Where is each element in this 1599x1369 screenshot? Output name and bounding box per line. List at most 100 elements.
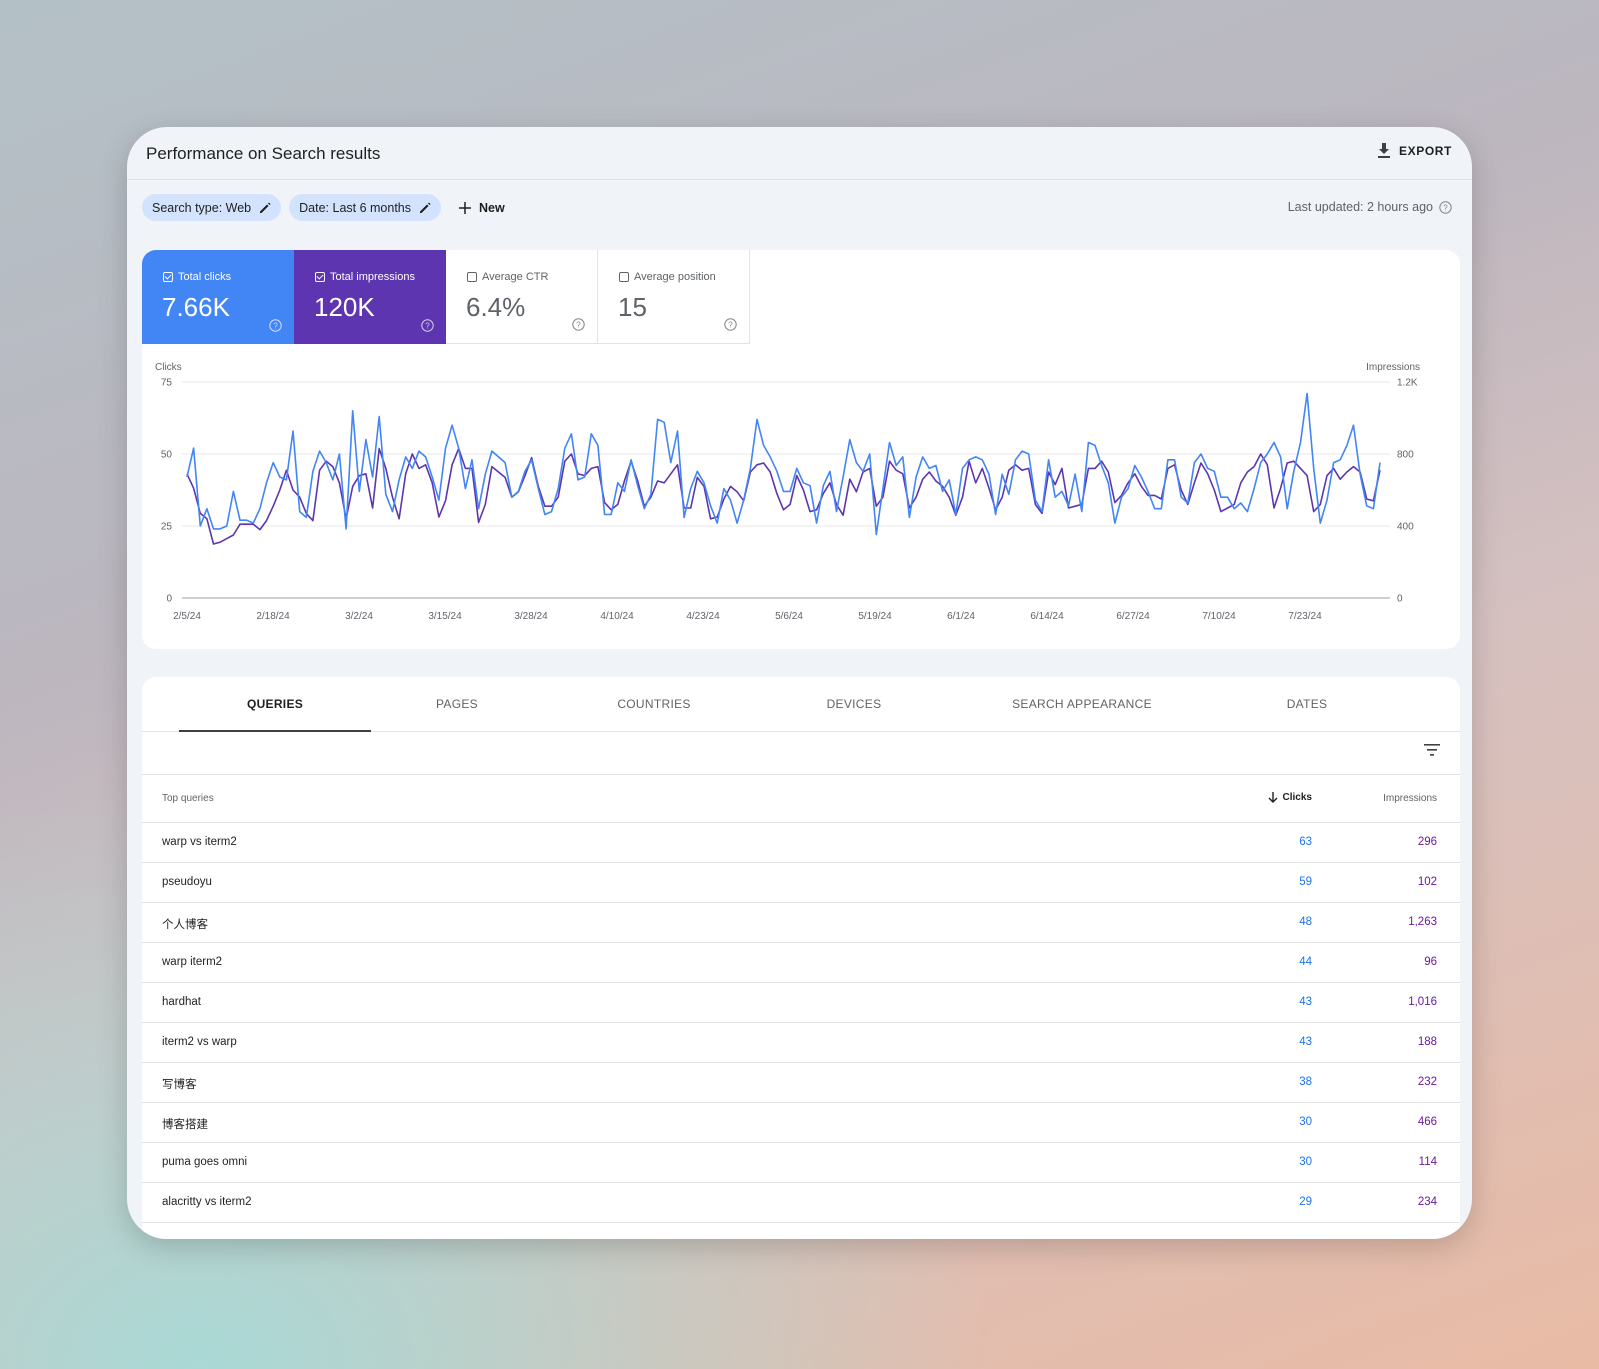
impressions-cell: 234 (1417, 1196, 1437, 1208)
plus-icon (459, 201, 472, 214)
search-type-chip[interactable]: Search type: Web (142, 194, 282, 221)
metric-total-impressions[interactable]: Total impressions 120K ? (294, 250, 446, 344)
metric-average-position[interactable]: Average position 15 ? (598, 250, 750, 344)
column-header-clicks-label: Clicks (1282, 792, 1312, 803)
tab-devices[interactable]: DEVICES (826, 697, 882, 711)
x-tick-label: 3/15/24 (428, 611, 462, 622)
export-button[interactable]: EXPORT (1377, 143, 1452, 159)
filter-icon[interactable] (1424, 743, 1440, 757)
y-right-tick-label: 1.2K (1397, 378, 1418, 389)
query-cell: hardhat (162, 996, 202, 1008)
metric-label: Total clicks (178, 271, 232, 283)
clicks-cell: 59 (1299, 876, 1312, 888)
performance-chart-card: Total clicks 7.66K ? Total impressions 1… (142, 250, 1460, 649)
tab-pages[interactable]: PAGES (436, 697, 478, 711)
x-tick-label: 3/28/24 (514, 611, 548, 622)
tab-countries[interactable]: COUNTRIES (617, 697, 691, 711)
clicks-cell: 30 (1299, 1116, 1312, 1128)
metric-label: Average CTR (482, 271, 549, 283)
help-icon[interactable]: ? (724, 318, 737, 331)
column-header-clicks[interactable]: Clicks (1268, 792, 1312, 803)
y-right-tick-label: 400 (1397, 522, 1414, 533)
svg-text:?: ? (425, 322, 430, 331)
svg-text:?: ? (576, 321, 581, 330)
clicks-cell: 63 (1299, 836, 1312, 848)
search-type-label: Search type: Web (152, 200, 252, 215)
tab-search-appearance[interactable]: SEARCH APPEARANCE (1012, 697, 1152, 711)
clicks-cell: 44 (1299, 956, 1312, 968)
impressions-cell: 188 (1417, 1036, 1437, 1048)
table-header: Top queries Clicks Impressions (142, 774, 1460, 823)
svg-text:?: ? (728, 321, 733, 330)
last-updated-text: Last updated: 2 hours ago (1287, 200, 1433, 214)
y-left-tick-label: 0 (166, 594, 172, 605)
table-row[interactable]: puma goes omni 30 114 (142, 1142, 1460, 1183)
new-filter-label: New (479, 200, 505, 215)
x-tick-label: 6/14/24 (1030, 611, 1064, 622)
help-icon[interactable]: ? (1439, 200, 1452, 214)
impressions-cell: 296 (1417, 836, 1437, 848)
impressions-cell: 232 (1417, 1076, 1437, 1088)
impressions-cell: 114 (1418, 1156, 1437, 1168)
clicks-cell: 43 (1299, 1036, 1312, 1048)
checkbox-icon[interactable] (467, 272, 477, 282)
app-window: Performance on Search results EXPORT Sea… (127, 127, 1472, 1239)
date-chip[interactable]: Date: Last 6 months (289, 194, 442, 221)
y-left-tick-label: 50 (161, 450, 173, 461)
report-table-card: QUERIES PAGES COUNTRIES DEVICES SEARCH A… (142, 677, 1460, 1239)
table-row[interactable]: 博客搭建 30 466 (142, 1102, 1460, 1143)
clicks-series-line (186, 392, 1381, 536)
checkbox-icon[interactable] (163, 272, 173, 282)
table-row[interactable]: 个人博客 48 1,263 (142, 902, 1460, 943)
table-row[interactable]: alacritty vs iterm2 29 234 (142, 1182, 1460, 1223)
query-cell: puma goes omni (162, 1156, 248, 1168)
query-cell: alacritty vs iterm2 (162, 1196, 252, 1208)
table-row[interactable]: 写博客 38 232 (142, 1062, 1460, 1103)
table-row[interactable]: hardhat 43 1,016 (142, 982, 1460, 1023)
query-cell: iterm2 vs warp (162, 1036, 237, 1048)
table-row[interactable]: iterm2 vs warp 43 188 (142, 1022, 1460, 1063)
x-tick-label: 6/27/24 (1116, 611, 1150, 622)
table-row[interactable]: warp vs iterm2 63 296 (142, 822, 1460, 863)
checkbox-icon[interactable] (315, 272, 325, 282)
metric-value: 120K (314, 292, 375, 322)
edit-icon (420, 202, 431, 213)
performance-line-chart: 0 0 25 400 50 800 75 1.2K 2/5/24 2/18/24 3/2/24 3/1… (155, 362, 1420, 622)
clicks-cell: 29 (1299, 1196, 1312, 1208)
clicks-cell: 48 (1299, 916, 1312, 928)
x-tick-label: 3/2/24 (345, 611, 373, 622)
query-cell: 博客搭建 (162, 1119, 208, 1131)
download-icon (1378, 143, 1391, 158)
tab-queries[interactable]: QUERIES (179, 677, 371, 732)
metric-label: Total impressions (330, 271, 415, 283)
tab-dates[interactable]: DATES (1286, 697, 1328, 711)
clicks-cell: 43 (1299, 996, 1312, 1008)
column-header-query[interactable]: Top queries (162, 793, 214, 804)
edit-icon (260, 202, 271, 213)
page-title: Performance on Search results (146, 144, 381, 163)
metric-total-clicks[interactable]: Total clicks 7.66K ? (142, 250, 294, 344)
y-right-tick-label: 800 (1397, 450, 1414, 461)
help-icon[interactable]: ? (421, 319, 434, 332)
impressions-cell: 1,016 (1408, 996, 1437, 1008)
header: Performance on Search results EXPORT (127, 127, 1472, 180)
clicks-cell: 38 (1299, 1076, 1312, 1088)
x-tick-label: 7/10/24 (1202, 611, 1236, 622)
query-cell: 写博客 (162, 1079, 197, 1091)
help-icon[interactable]: ? (269, 319, 282, 332)
y-axis-left-label: Clicks (155, 362, 182, 373)
table-row[interactable]: warp iterm2 44 96 (142, 942, 1460, 983)
table-row[interactable]: pseudoyu 59 102 (142, 862, 1460, 903)
y-left-tick-label: 25 (161, 522, 173, 533)
new-filter-button[interactable]: New (459, 201, 505, 215)
column-header-impressions[interactable]: Impressions (1383, 793, 1437, 804)
arrow-down-icon (1268, 792, 1278, 803)
filter-bar: Search type: Web Date: Last 6 months New (142, 194, 505, 221)
metric-value: 7.66K (162, 292, 230, 322)
impressions-cell: 1,263 (1408, 916, 1437, 928)
checkbox-icon[interactable] (619, 272, 629, 282)
help-icon[interactable]: ? (572, 318, 585, 331)
table-filter-bar (142, 731, 1460, 775)
query-cell: 个人博客 (162, 919, 208, 931)
metric-average-ctr[interactable]: Average CTR 6.4% ? (446, 250, 598, 344)
